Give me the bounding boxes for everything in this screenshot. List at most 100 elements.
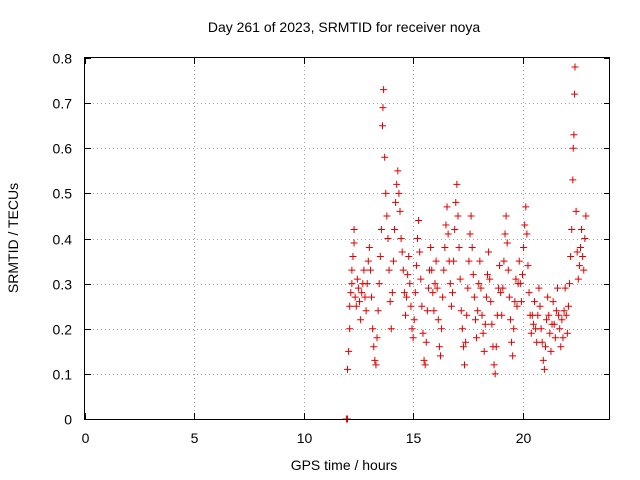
y-tick-label: 0.7 [53, 96, 73, 112]
data-point [563, 329, 571, 337]
data-point [377, 225, 385, 233]
data-point [461, 361, 469, 369]
data-point [363, 280, 371, 288]
data-point [430, 307, 438, 315]
data-point [524, 262, 532, 270]
data-point [348, 266, 356, 274]
data-point [407, 302, 415, 310]
data-point [519, 271, 526, 279]
x-tick-label: 20 [516, 430, 532, 446]
data-point [531, 298, 539, 306]
data-point [344, 365, 351, 373]
data-point [551, 334, 559, 342]
data-point [360, 266, 368, 274]
data-point [384, 235, 392, 242]
data-point [422, 338, 430, 346]
data-point [490, 361, 498, 369]
data-point [412, 262, 420, 270]
data-point [500, 257, 508, 265]
data-point [578, 225, 586, 233]
data-point [410, 316, 418, 324]
x-tick-label: 5 [191, 430, 199, 446]
data-point [512, 275, 520, 283]
data-point [352, 302, 360, 310]
y-tick-label: 0.6 [53, 141, 73, 157]
data-point [442, 221, 450, 229]
data-point [389, 257, 397, 265]
data-point [487, 298, 495, 306]
data-point [447, 302, 455, 310]
x-tick-label: 0 [82, 430, 90, 446]
data-point [463, 311, 471, 319]
data-point [498, 311, 506, 319]
data-point [478, 311, 486, 319]
y-tick-label: 0.4 [53, 232, 73, 248]
data-point [398, 248, 406, 256]
data-point [361, 293, 369, 301]
y-tick-label: 0.5 [53, 186, 73, 202]
data-point [348, 280, 356, 288]
data-point [438, 325, 446, 333]
data-point [556, 325, 564, 333]
data-point [491, 370, 499, 378]
data-point [547, 347, 555, 355]
axis-ticks [85, 58, 610, 420]
data-point [541, 343, 549, 351]
data-point [534, 311, 542, 319]
data-point [376, 253, 384, 261]
y-tick-label: 0.8 [53, 51, 73, 67]
data-point [476, 257, 484, 265]
data-point [386, 298, 394, 306]
data-point [369, 325, 377, 333]
data-point [432, 257, 440, 265]
data-point [466, 230, 474, 238]
y-tick-label: 0.1 [53, 367, 73, 383]
data-point [346, 302, 354, 310]
data-point [365, 244, 373, 252]
data-point [511, 298, 519, 306]
data-point [350, 239, 358, 247]
data-point [418, 302, 426, 310]
data-point [571, 63, 579, 71]
data-point [443, 203, 451, 211]
data-point [537, 325, 545, 333]
data-point [569, 176, 577, 184]
data-point [527, 329, 535, 337]
data-point [457, 307, 465, 315]
data-point [485, 248, 493, 256]
data-point [387, 325, 395, 333]
data-point [354, 284, 362, 292]
data-point [546, 329, 554, 337]
data-point [543, 316, 551, 324]
data-point [455, 244, 463, 252]
data-point [499, 284, 507, 292]
data-point [453, 180, 461, 188]
y-tick-label: 0 [64, 412, 72, 428]
data-point [544, 293, 552, 301]
data-point [554, 284, 561, 292]
data-point [509, 352, 517, 360]
data-point [372, 361, 380, 369]
data-point [474, 307, 482, 315]
data-point [429, 289, 437, 297]
data-point [545, 311, 553, 319]
data-point [540, 365, 548, 373]
data-point [536, 302, 544, 310]
data-point [374, 307, 382, 315]
data-point [391, 225, 399, 233]
data-point [394, 167, 402, 175]
data-point [576, 244, 584, 252]
data-point [575, 262, 583, 270]
chart-title: Day 261 of 2023, SRMTID for receiver noy… [208, 19, 481, 35]
data-point [529, 320, 537, 328]
data-point [383, 212, 391, 220]
data-point [562, 311, 570, 319]
data-point [450, 257, 458, 265]
data-point [444, 230, 452, 238]
data-point [549, 298, 557, 306]
data-point [375, 280, 383, 288]
data-point [475, 280, 483, 288]
data-point [579, 253, 587, 261]
data-point [458, 325, 466, 333]
data-point [357, 316, 365, 324]
